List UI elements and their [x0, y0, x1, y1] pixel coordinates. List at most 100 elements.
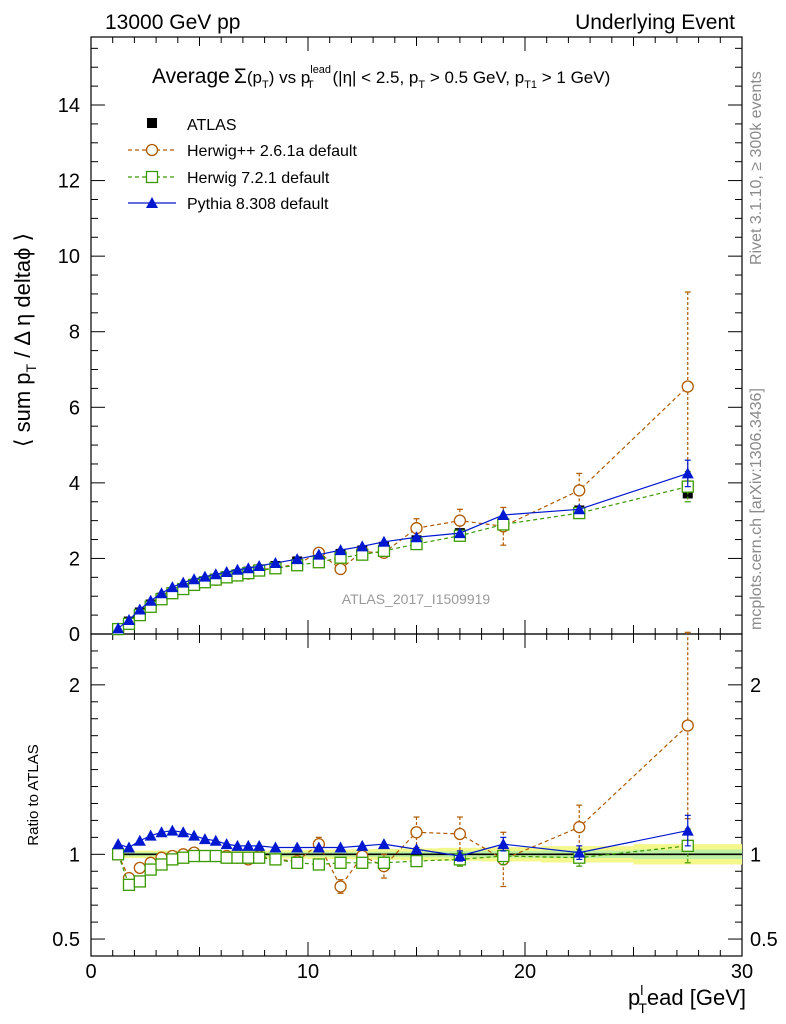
y-tick-label-main: 12: [58, 171, 80, 193]
main-point-pythia-8-308-default: [334, 544, 347, 556]
main-point-pythia-8-308-default: [242, 562, 255, 574]
main-point-pythia-8-308-default: [209, 568, 222, 580]
ratio-point-pythia-8-308-default: [231, 839, 244, 851]
x-tick-label: 30: [731, 961, 753, 983]
ratio-point-pythia-8-308-default: [177, 826, 190, 838]
ratio-point-pythia-8-308-default: [681, 824, 694, 836]
main-point-herwig-2-6-1a-default: [453, 514, 467, 527]
y-tick-label-main: 8: [69, 322, 80, 344]
y-tick-label-ratio-left: 2: [69, 675, 80, 697]
main-point-pythia-8-308-default: [198, 570, 211, 582]
ratio-point-pythia-8-308-default: [334, 841, 347, 853]
x-tick-label: 20: [514, 961, 536, 983]
ratio-point-pythia-8-308-default: [122, 841, 135, 853]
main-point-pythia-8-308-default: [291, 553, 304, 565]
header-right: Underlying Event: [575, 11, 735, 34]
main-series-group: [111, 291, 694, 636]
legend-label-pythia: Pythia 8.308 default: [187, 196, 329, 213]
ratio-point-herwig-7-2-1-default: [334, 856, 347, 869]
main-point-pythia-8-308-default: [188, 573, 201, 585]
ratio-point-herwig-7-2-1-default: [177, 851, 190, 864]
header-left: 13000 GeV pp: [105, 11, 240, 34]
y-tick-label-main: 10: [58, 246, 80, 268]
main-point-pythia-8-308-default: [144, 594, 157, 606]
ratio-point-herwig-7-2-1-default: [144, 863, 157, 876]
main-point-pythia-8-308-default: [112, 622, 125, 634]
y-tick-label-ratio-left: 0.5: [52, 929, 80, 951]
ratio-point-herwig-2-6-1a-default: [681, 719, 694, 732]
main-point-pythia-8-308-default: [166, 581, 179, 593]
ratio-point-pythia-8-308-default: [209, 834, 222, 846]
x-tick-label: 10: [297, 961, 319, 983]
y-tick-label-ratio-right: 1: [750, 844, 761, 866]
legend-label-herwig7: Herwig 7.2.1 default: [187, 170, 330, 187]
main-point-pythia-8-308-default: [410, 531, 423, 543]
ratio-point-pythia-8-308-default: [573, 846, 586, 858]
legend-label-atlas: ATLAS: [187, 117, 237, 134]
legend-marker-atlas: [147, 118, 157, 128]
main-point-herwig-2-6-1a-default: [573, 484, 586, 497]
main-point-pythia-8-308-default: [269, 556, 282, 568]
ratio-point-pythia-8-308-default: [242, 839, 255, 851]
x-tick-label: 0: [85, 961, 96, 983]
ratio-point-herwig-2-6-1a-default: [133, 861, 146, 875]
main-point-pythia-8-308-default: [497, 508, 510, 520]
main-point-pythia-8-308-default: [220, 566, 233, 578]
ratio-point-pythia-8-308-default: [497, 838, 510, 850]
chart-title: Average Σ(pT) vs plead T (|η| < 2.5, pT > …: [152, 64, 610, 91]
ratio-point-herwig-7-2-1-default: [356, 856, 369, 869]
main-point-pythia-8-308-default: [177, 576, 190, 588]
ratio-point-herwig-7-2-1-default: [269, 853, 282, 866]
main-point-pythia-8-308-default: [573, 503, 586, 515]
ratio-point-herwig-2-6-1a-default: [410, 826, 423, 839]
ratio-point-pythia-8-308-default: [133, 834, 146, 846]
ratio-point-pythia-8-308-default: [410, 843, 423, 855]
ratio-point-pythia-8-308-default: [269, 841, 282, 853]
y-tick-label-main: 14: [58, 95, 80, 117]
ratio-point-herwig-7-2-1-default: [122, 878, 136, 891]
legend-marker-herwigpp: [145, 143, 159, 157]
ratio-point-herwig-7-2-1-default: [410, 854, 423, 868]
y-tick-label-ratio-right: 2: [750, 675, 761, 697]
legend: ATLAS Herwig++ 2.6.1a default Herwig 7.2…: [128, 117, 357, 213]
ratio-series-group: [111, 631, 694, 894]
legend-marker-herwig7: [145, 170, 159, 184]
main-point-pythia-8-308-default: [681, 467, 694, 479]
ratio-point-herwig-7-2-1-default: [290, 856, 304, 869]
ratio-point-pythia-8-308-default: [356, 839, 369, 851]
rivet-label: Rivet 3.1.10, ≥ 300k events: [748, 71, 765, 265]
legend-marker-pythia: [146, 197, 158, 208]
ratio-point-pythia-8-308-default: [198, 833, 211, 845]
ratio-point-herwig-7-2-1-default: [497, 849, 510, 863]
legend-entry-atlas: ATLAS: [147, 117, 237, 134]
ratio-point-herwig-7-2-1-default: [111, 848, 125, 861]
ratio-point-pythia-8-308-default: [155, 826, 168, 838]
ratio-point-herwig-7-2-1-default: [198, 849, 212, 863]
main-point-herwig-2-6-1a-default: [681, 380, 694, 393]
y-tick-label-ratio-left: 1: [69, 844, 80, 866]
main-point-pythia-8-308-default: [312, 548, 325, 560]
ratio-point-pythia-8-308-default: [220, 838, 233, 850]
main-point-pythia-8-308-default: [231, 563, 244, 575]
ratio-point-herwig-7-2-1-default: [242, 851, 255, 864]
main-point-herwig-2-6-1a-default: [334, 562, 347, 576]
main-point-pythia-8-308-default: [155, 587, 168, 599]
main-point-pythia-8-308-default: [453, 527, 466, 539]
mcplots-label: mcplots.cern.ch [arXiv:1306.3436]: [748, 388, 765, 630]
ratio-point-herwig-2-6-1a-default: [453, 827, 467, 841]
ratio-point-pythia-8-308-default: [453, 850, 466, 862]
ratio-point-herwig-7-2-1-default: [377, 856, 391, 869]
y-axis-label-main: ⟨ sum pT / Δ η deltaϕ ⟩: [10, 233, 39, 447]
ratio-point-herwig-7-2-1-default: [253, 851, 266, 864]
ratio-panel-frame: [90, 633, 743, 957]
ratio-point-pythia-8-308-default: [377, 838, 390, 850]
y-tick-label-ratio-right: 0.5: [750, 929, 778, 951]
y-tick-label-main: 6: [69, 397, 80, 419]
legend-entry-herwig7: Herwig 7.2.1 default: [128, 170, 330, 187]
main-point-pythia-8-308-default: [377, 535, 390, 547]
ratio-point-herwig-2-6-1a-default: [573, 821, 586, 834]
ratio-point-herwig-7-2-1-default: [231, 851, 244, 864]
main-line-herwig-7-2-1-default: [117, 486, 688, 630]
